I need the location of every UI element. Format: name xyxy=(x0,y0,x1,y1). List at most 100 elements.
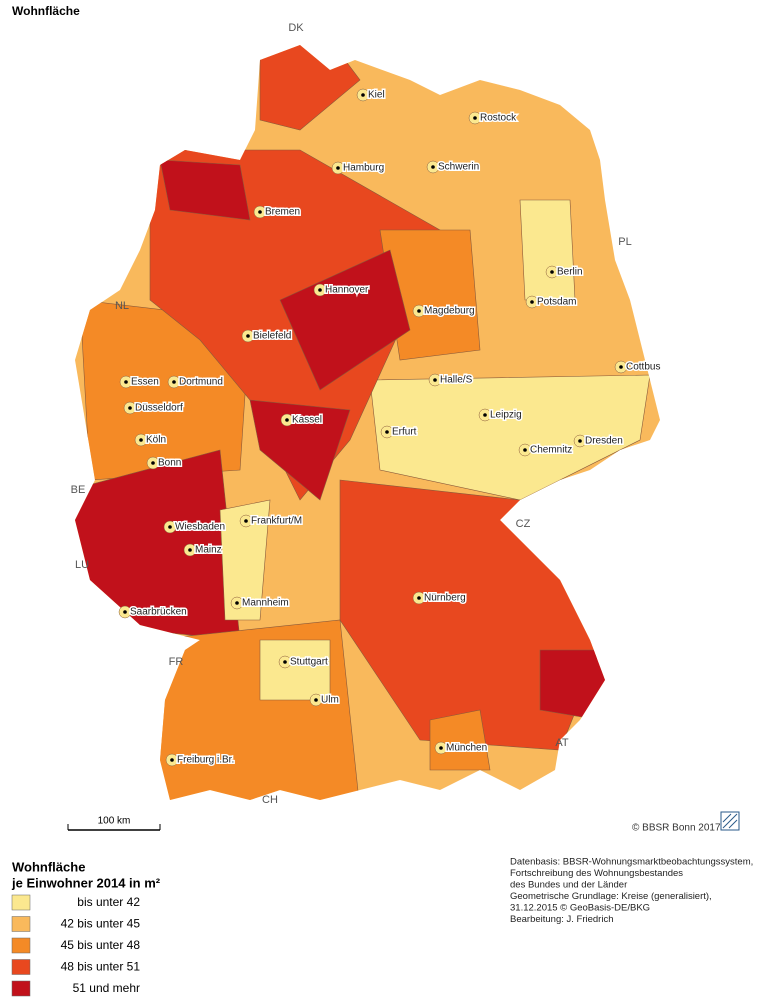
city-dot xyxy=(578,439,582,443)
country-labels: DK PL NL BE LU FR CH AT CZ xyxy=(71,22,632,806)
city-dot xyxy=(235,601,239,605)
city-label: Kassel xyxy=(292,415,322,426)
choropleth xyxy=(75,45,660,800)
country-label: NL xyxy=(115,300,129,312)
city-dot xyxy=(124,380,128,384)
city-dot xyxy=(170,758,174,762)
legend-swatch xyxy=(11,937,31,954)
city-dot xyxy=(151,461,155,465)
city-dot xyxy=(336,166,340,170)
city-label: Kiel xyxy=(368,90,385,101)
legend-swatch xyxy=(11,916,31,932)
city-label: Halle/S xyxy=(440,375,473,386)
city-dot xyxy=(530,300,534,304)
city-dot xyxy=(314,698,318,702)
city-label: Dortmund xyxy=(179,377,223,388)
city-label: Berlin xyxy=(557,267,583,278)
country-label: PL xyxy=(618,236,631,248)
city-dot xyxy=(361,93,365,97)
country-label: BE xyxy=(71,484,86,496)
country-label: CZ xyxy=(516,518,531,530)
city-dot xyxy=(483,413,487,417)
city-label: Schwerin xyxy=(438,162,479,173)
city-dot xyxy=(283,660,287,664)
city-label: Erfurt xyxy=(392,427,417,438)
legend-label: 42 bis unter 45 xyxy=(61,917,141,931)
city-label: Bielefeld xyxy=(253,331,291,342)
legend-swatch xyxy=(11,959,31,975)
city-label: Mannheim xyxy=(242,598,289,609)
city-label: Ulm xyxy=(321,695,339,706)
city-dot xyxy=(473,116,477,120)
city-dot xyxy=(439,746,443,750)
city-label: Dresden xyxy=(585,436,623,447)
city-dot xyxy=(168,525,172,529)
city-dot xyxy=(128,406,132,410)
city-dot xyxy=(188,548,192,552)
city-dot xyxy=(431,165,435,169)
city-label: Chemnitz xyxy=(530,445,572,456)
city-label: Düsseldorf xyxy=(135,403,183,414)
source-note: Datenbasis: BBSR-Wohnungsmarktbeobachtun… xyxy=(510,857,753,926)
city-label: Hannover xyxy=(325,285,369,296)
city-label: Freiburg i.Br. xyxy=(177,755,234,766)
city-label: Rostock xyxy=(480,113,517,124)
city-dot xyxy=(433,378,437,382)
city-dot xyxy=(318,288,322,292)
city-label: Wiesbaden xyxy=(175,522,225,533)
legend: bis unter 42 42 bis unter 45 45 bis unter … xyxy=(11,894,141,997)
country-label: AT xyxy=(555,737,569,749)
legend-title: Wohnfläche xyxy=(12,859,85,874)
city-label: Bonn xyxy=(158,458,181,469)
city-dot xyxy=(246,334,250,338)
city-dot xyxy=(417,309,421,313)
source-line: des Bundes und der Länder xyxy=(510,880,627,891)
legend-swatch xyxy=(11,894,31,911)
country-label: FR xyxy=(169,656,184,668)
legend-label: bis unter 42 xyxy=(77,895,140,909)
city-dot xyxy=(123,610,127,614)
city-labels: Kiel Rostock Hamburg Schwerin Bremen Berlin Po… xyxy=(118,88,662,767)
legend-label: 45 bis unter 48 xyxy=(61,938,141,952)
city-dot xyxy=(550,270,554,274)
city-label: Saarbrücken xyxy=(130,607,187,618)
legend-title: je Einwohner 2014 in m² xyxy=(11,875,161,890)
city-dot xyxy=(417,596,421,600)
country-label: CH xyxy=(262,794,278,806)
map-title: Wohnfläche xyxy=(12,4,80,18)
city-label: Potsdam xyxy=(537,297,576,308)
city-label: Essen xyxy=(131,377,159,388)
city-dot xyxy=(285,418,289,422)
city-label: Hamburg xyxy=(343,163,384,174)
legend-label: 51 und mehr xyxy=(73,981,140,995)
country-label: LU xyxy=(75,559,89,571)
city-dot xyxy=(619,365,623,369)
logo xyxy=(720,811,740,831)
city-label: Leipzig xyxy=(490,410,522,421)
source-line: Datenbasis: BBSR-Wohnungsmarktbeobachtun… xyxy=(510,857,753,868)
country-label: DK xyxy=(288,22,304,34)
city-label: Nürnberg xyxy=(424,593,466,604)
city-label: Bremen xyxy=(265,207,300,218)
city-dot xyxy=(258,210,262,214)
city-dot xyxy=(385,430,389,434)
city-dot xyxy=(139,438,143,442)
city-dot xyxy=(523,448,527,452)
city-label: Cottbus xyxy=(626,362,660,373)
legend-label: 48 bis unter 51 xyxy=(61,960,141,974)
source-line: Bearbeitung: J. Friedrich xyxy=(510,914,614,925)
city-label: München xyxy=(446,743,487,754)
source-line: 31.12.2015 © GeoBasis-DE/BKG xyxy=(510,903,650,914)
city-label: Frankfurt/M xyxy=(251,516,302,527)
legend-swatch xyxy=(11,980,31,997)
city-label: Magdeburg xyxy=(424,306,475,317)
city-label: Mainz xyxy=(195,545,222,556)
credit: © BBSR Bonn 2017 xyxy=(632,823,721,834)
city-label: Stuttgart xyxy=(290,657,328,668)
city-dot xyxy=(244,519,248,523)
scale-label: 100 km xyxy=(98,816,131,827)
source-line: Geometrische Grundlage: Kreise (generali… xyxy=(510,891,712,902)
city-dot xyxy=(172,380,176,384)
source-line: Fortschreibung des Wohnungsbestandes xyxy=(510,868,683,879)
